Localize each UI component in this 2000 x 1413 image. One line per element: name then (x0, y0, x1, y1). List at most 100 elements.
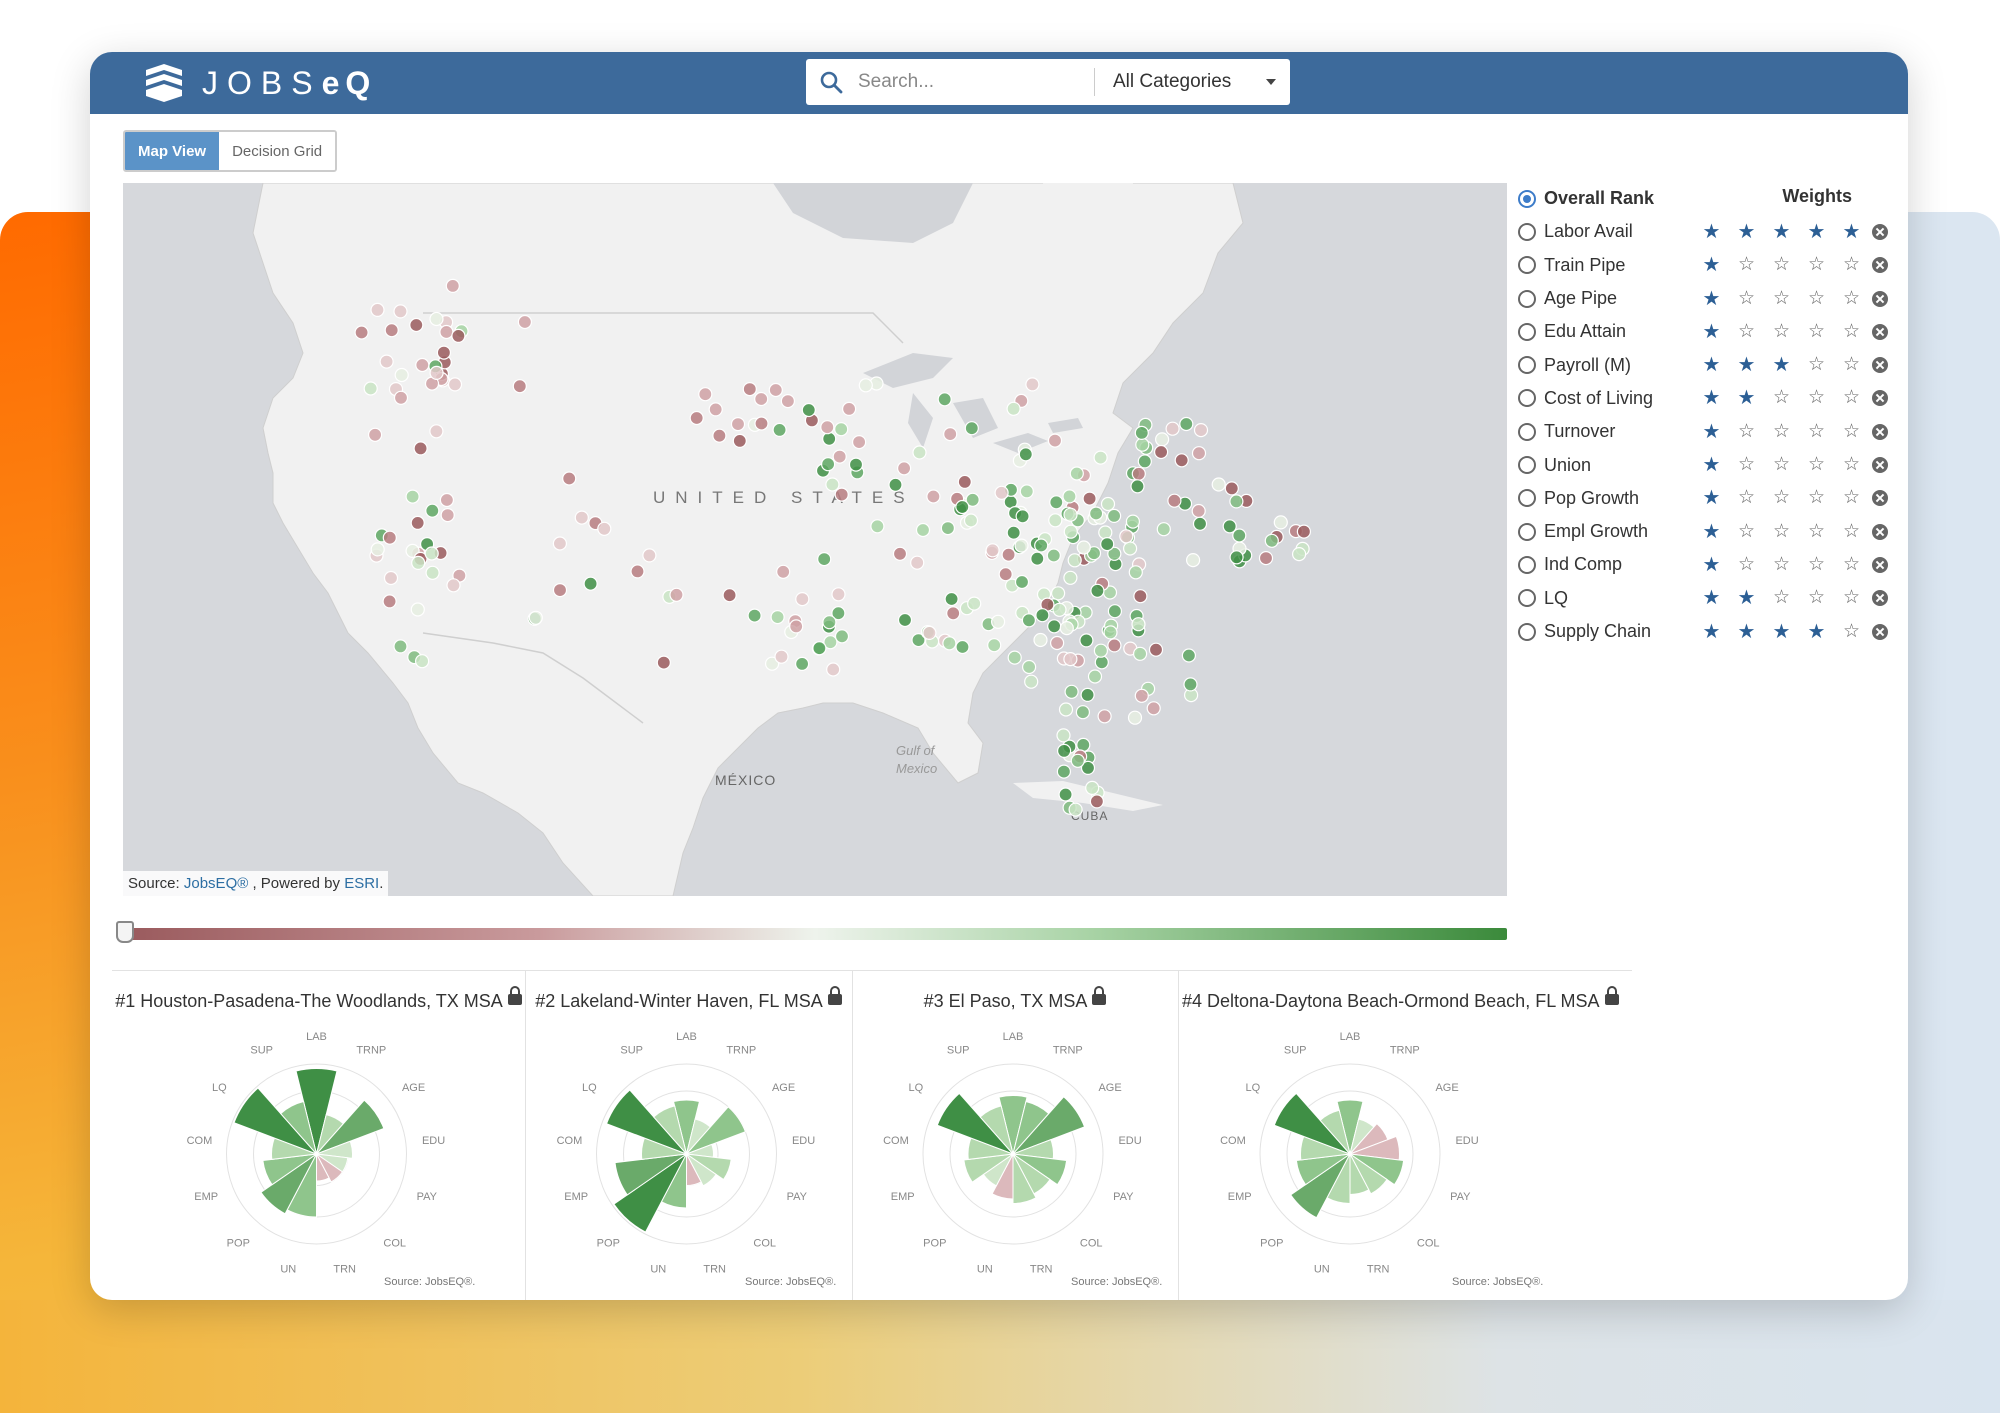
map-marker[interactable] (1014, 538, 1029, 553)
map-marker[interactable] (1069, 466, 1084, 481)
criteria-row[interactable]: Labor Avail ★ ★ ★ ★ ★ (1518, 215, 1898, 248)
map-marker[interactable] (1107, 546, 1122, 561)
category-select[interactable]: All Categories (1113, 71, 1232, 92)
star-filled-icon[interactable]: ★ (1772, 354, 1791, 377)
map-marker[interactable] (832, 449, 847, 464)
star-filled-icon[interactable]: ★ (1702, 620, 1721, 643)
star-filled-icon[interactable]: ★ (1702, 520, 1721, 543)
map-marker[interactable] (1047, 433, 1063, 448)
map-marker[interactable] (888, 477, 903, 492)
map-marker[interactable] (817, 552, 832, 567)
map-marker[interactable] (1064, 684, 1079, 699)
map-marker[interactable] (1179, 416, 1194, 432)
map-marker[interactable] (382, 530, 397, 545)
star-filled-icon[interactable]: ★ (1702, 553, 1721, 576)
map-marker[interactable] (770, 610, 785, 625)
map-marker[interactable] (964, 421, 979, 436)
map-marker[interactable] (1056, 728, 1071, 743)
criteria-radio[interactable] (1518, 522, 1536, 541)
map-marker[interactable] (994, 485, 1009, 500)
map-marker[interactable] (1058, 787, 1073, 802)
map-marker[interactable] (1130, 479, 1145, 494)
map-marker[interactable] (451, 328, 466, 343)
star-empty-icon[interactable]: ☆ (1807, 454, 1826, 476)
map-marker[interactable] (1024, 674, 1039, 689)
map-marker[interactable] (1059, 621, 1074, 636)
map-marker[interactable] (410, 515, 425, 530)
map-marker[interactable] (789, 619, 804, 634)
map-marker[interactable] (922, 625, 937, 640)
map-marker[interactable] (1088, 506, 1104, 521)
map-marker[interactable] (689, 410, 704, 426)
map-marker[interactable] (411, 555, 426, 570)
map-marker[interactable] (841, 401, 857, 416)
map-marker[interactable] (1135, 437, 1150, 452)
map-marker[interactable] (1079, 633, 1094, 648)
map-marker[interactable] (1183, 677, 1198, 692)
map-marker[interactable] (552, 536, 567, 551)
map-marker[interactable] (1291, 547, 1307, 562)
criteria-radio[interactable] (1518, 555, 1536, 574)
map-marker[interactable] (915, 522, 931, 538)
map-marker[interactable] (834, 487, 849, 502)
map-marker[interactable] (1035, 608, 1050, 623)
map-marker[interactable] (1046, 548, 1061, 563)
map-marker[interactable] (822, 431, 837, 446)
map-marker[interactable] (957, 474, 972, 489)
star-filled-icon[interactable]: ★ (1702, 420, 1721, 443)
map-marker[interactable] (1128, 565, 1143, 580)
star-filled-icon[interactable]: ★ (1842, 220, 1861, 243)
map-marker[interactable] (436, 345, 451, 360)
map-marker[interactable] (858, 378, 873, 393)
map-marker[interactable] (985, 543, 1000, 558)
map-marker[interactable] (1107, 604, 1123, 619)
star-empty-icon[interactable]: ☆ (1842, 254, 1861, 276)
map-marker[interactable] (1167, 493, 1182, 508)
criteria-radio[interactable] (1518, 589, 1536, 608)
map-marker[interactable] (801, 402, 816, 418)
map-marker[interactable] (384, 323, 399, 338)
map-marker[interactable] (944, 591, 959, 607)
map-marker[interactable] (834, 629, 850, 644)
tab-decision-grid[interactable]: Decision Grid (219, 132, 336, 170)
clear-weight-icon[interactable] (1872, 523, 1888, 540)
map-marker[interactable] (1080, 687, 1095, 702)
map-marker[interactable] (1006, 401, 1021, 416)
criteria-row[interactable]: Age Pipe ★ ☆ ☆ ☆ ☆ (1518, 282, 1898, 315)
star-filled-icon[interactable]: ★ (1702, 454, 1721, 477)
map-marker[interactable] (1063, 570, 1078, 585)
rank-color-slider[interactable] (116, 921, 1507, 943)
map-marker[interactable] (708, 402, 723, 417)
map-marker[interactable] (812, 641, 827, 656)
map-marker[interactable] (831, 606, 846, 621)
clear-weight-icon[interactable] (1872, 590, 1888, 607)
star-empty-icon[interactable]: ☆ (1807, 553, 1826, 575)
star-empty-icon[interactable]: ☆ (1772, 587, 1791, 609)
map-marker[interactable] (774, 649, 789, 664)
map-marker[interactable] (794, 656, 810, 671)
map-marker[interactable] (892, 546, 908, 561)
map-marker[interactable] (424, 546, 439, 561)
star-filled-icon[interactable]: ★ (1702, 287, 1721, 310)
star-empty-icon[interactable]: ☆ (1737, 553, 1756, 575)
map-marker[interactable] (834, 422, 849, 437)
map-marker[interactable] (1127, 710, 1143, 725)
map-marker[interactable] (370, 302, 385, 318)
map-marker[interactable] (825, 477, 840, 492)
rank-card-4[interactable]: #4 Deltona-Daytona Beach-Ormond Beach, F… (1178, 971, 1619, 1300)
map-marker[interactable] (1087, 669, 1103, 684)
clear-weight-icon[interactable] (1872, 257, 1888, 274)
map-marker[interactable] (1052, 602, 1067, 617)
map-marker[interactable] (1181, 648, 1197, 663)
map-marker[interactable] (1119, 529, 1134, 544)
map-marker[interactable] (940, 521, 956, 536)
map-marker[interactable] (896, 461, 912, 476)
map-marker[interactable] (1075, 705, 1091, 720)
map-marker[interactable] (910, 555, 925, 570)
map-marker[interactable] (1103, 625, 1118, 640)
star-filled-icon[interactable]: ★ (1702, 220, 1721, 243)
map-marker[interactable] (1070, 753, 1085, 768)
map-marker[interactable] (440, 508, 455, 523)
map-marker[interactable] (754, 416, 769, 431)
criteria-radio[interactable] (1518, 489, 1536, 508)
